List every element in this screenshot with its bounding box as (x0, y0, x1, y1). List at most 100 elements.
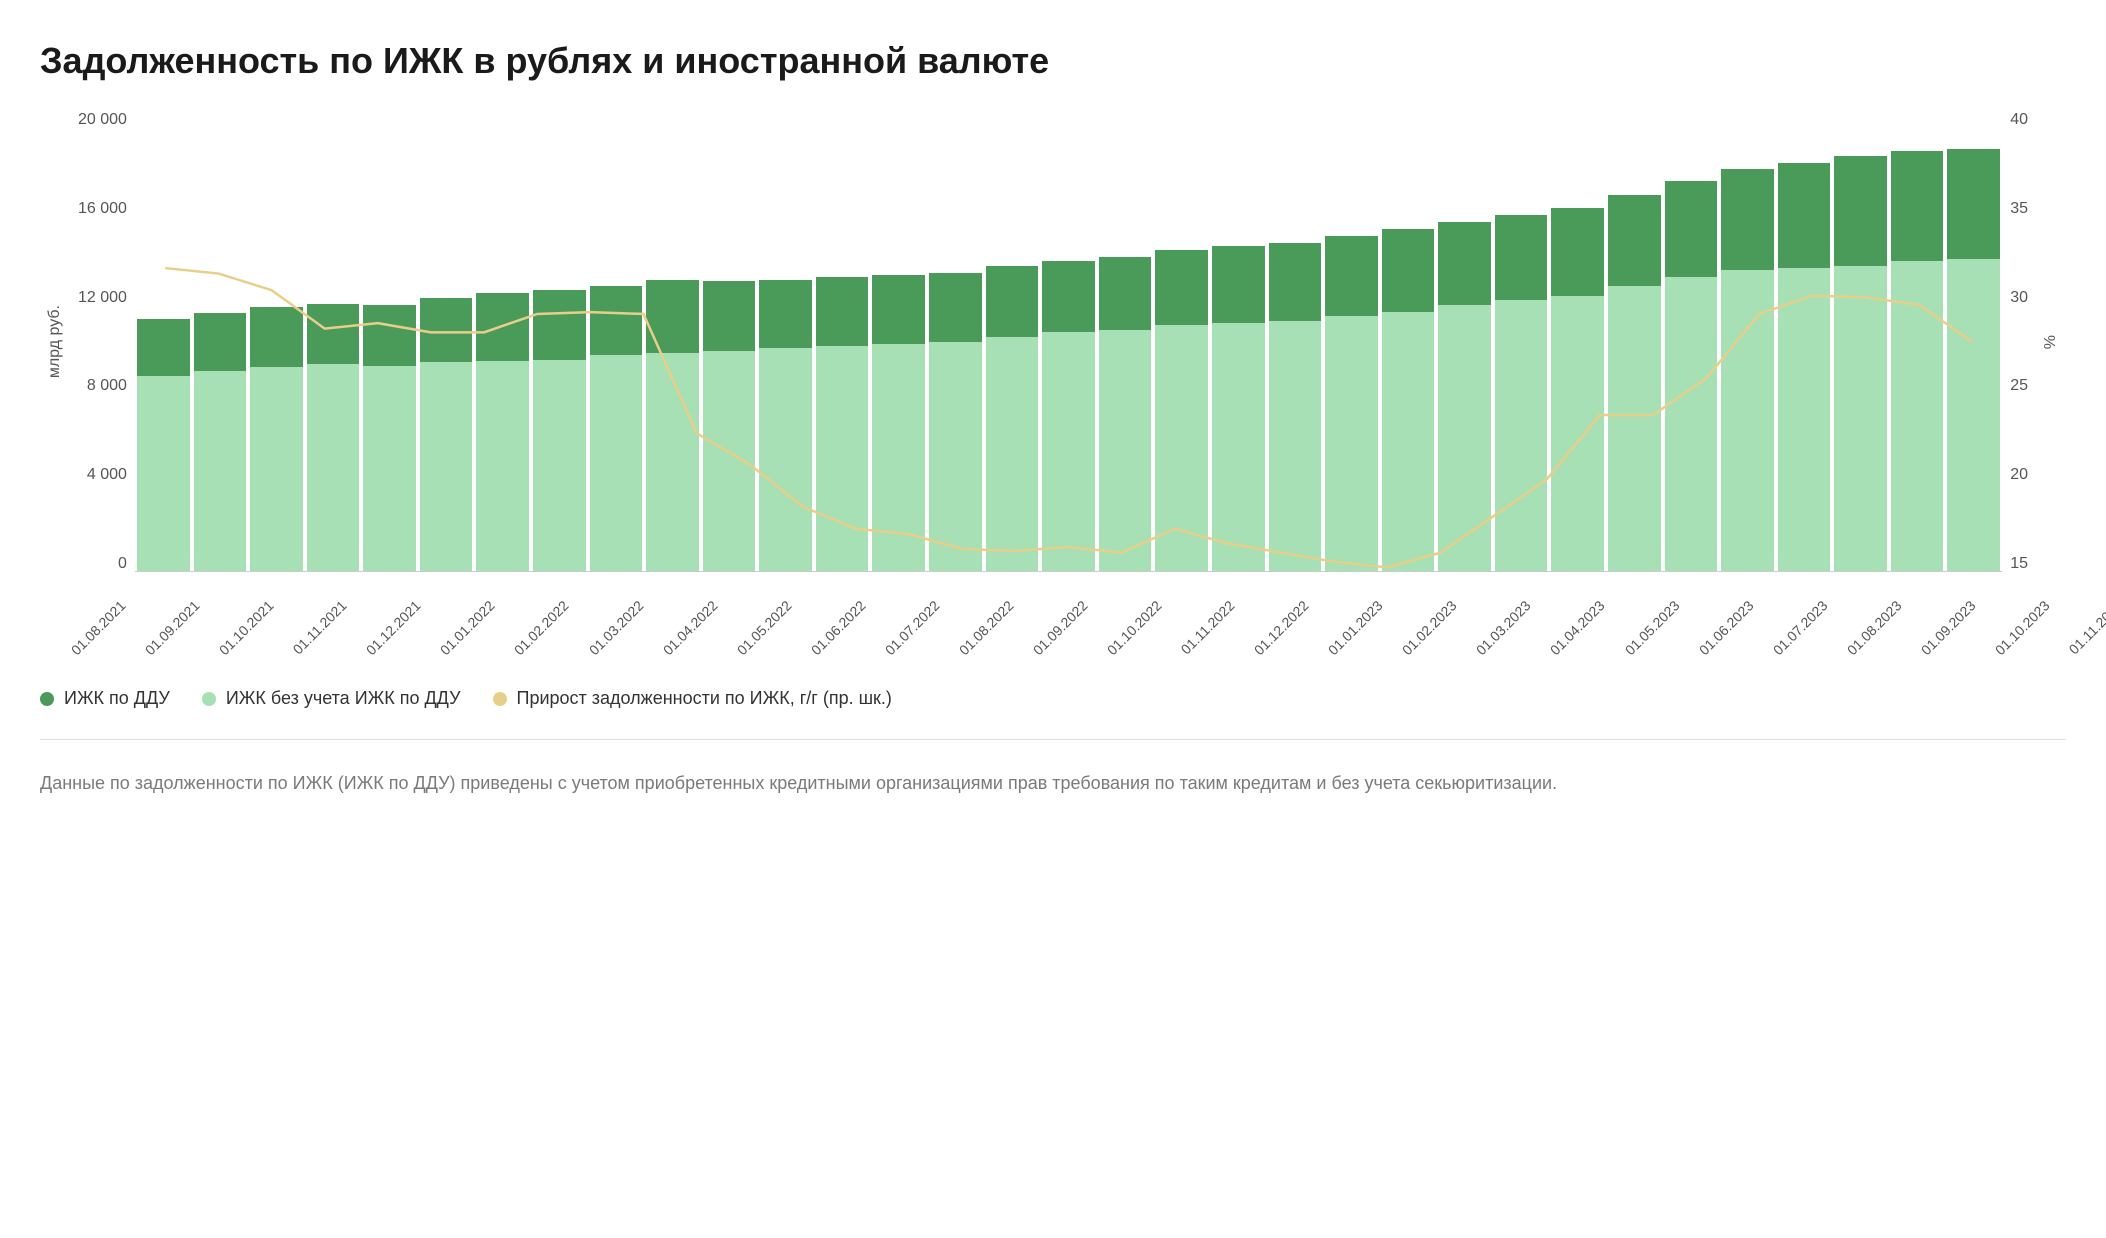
bar-segment-top (1212, 246, 1265, 323)
bar-column (1438, 112, 1491, 571)
bar-segment-top (1382, 229, 1435, 312)
bar-segment-top (363, 305, 416, 366)
bar-segment-bottom (590, 355, 643, 571)
bar-segment-bottom (646, 353, 699, 571)
chart-container: млрд руб. 20 00016 00012 0008 0004 0000 … (40, 112, 2066, 668)
bar-segment-top (1721, 169, 1774, 270)
y-left-tick: 4 000 (87, 467, 127, 483)
bar-segment-top (816, 277, 869, 346)
bar-segment-top (1438, 222, 1491, 305)
bar-column (1269, 112, 1322, 571)
bar-segment-bottom (307, 364, 360, 571)
legend-item: Прирост задолженности по ИЖК, г/г (пр. ш… (493, 688, 892, 709)
bar-column (816, 112, 869, 571)
bar-segment-top (986, 266, 1039, 337)
bar-segment-top (1495, 215, 1548, 300)
bar-segment-bottom (986, 337, 1039, 571)
bar-segment-top (1269, 243, 1322, 321)
bar-segment-bottom (533, 360, 586, 571)
bar-column (929, 112, 982, 571)
bar-column (1382, 112, 1435, 571)
bar-segment-bottom (1325, 316, 1378, 571)
bar-segment-top (929, 273, 982, 342)
y-right-tick: 35 (2010, 201, 2028, 217)
bar-column (703, 112, 756, 571)
y-left-tick: 16 000 (78, 201, 127, 217)
y-left-tick: 20 000 (78, 112, 127, 128)
y-right-axis-label: % (2036, 335, 2066, 349)
bar-segment-bottom (929, 342, 982, 572)
bar-segment-top (646, 280, 699, 353)
bar-column (307, 112, 360, 571)
bar-segment-top (476, 293, 529, 361)
x-axis: 01.08.202101.09.202101.10.202101.11.2021… (40, 578, 2106, 668)
bar-segment-bottom (1834, 266, 1887, 571)
bar-column (1834, 112, 1887, 571)
bar-segment-bottom (137, 376, 190, 571)
bar-segment-top (1608, 195, 1661, 287)
bar-segment-bottom (1382, 312, 1435, 571)
bar-segment-bottom (1721, 270, 1774, 571)
bar-column (1551, 112, 1604, 571)
y-right-tick: 15 (2010, 556, 2028, 572)
y-left-tick: 0 (118, 556, 127, 572)
y-left-tick: 12 000 (78, 290, 127, 306)
bar-segment-top (703, 281, 756, 351)
bar-segment-bottom (1212, 323, 1265, 571)
bar-column (1155, 112, 1208, 571)
bar-segment-top (1325, 236, 1378, 316)
bar-column (476, 112, 529, 571)
bar-column (986, 112, 1039, 571)
bar-column (1778, 112, 1831, 571)
bar-column (1042, 112, 1095, 571)
y-right-tick: 20 (2010, 467, 2028, 483)
y-right-tick: 30 (2010, 290, 2028, 306)
bar-segment-bottom (194, 371, 247, 571)
bar-segment-bottom (872, 344, 925, 571)
bar-segment-bottom (476, 361, 529, 571)
bar-segment-top (1099, 257, 1152, 330)
bar-segment-bottom (250, 367, 303, 571)
bar-column (1325, 112, 1378, 571)
bar-segment-top (1042, 261, 1095, 332)
bar-column (250, 112, 303, 571)
bar-column (194, 112, 247, 571)
bar-column (1099, 112, 1152, 571)
bar-segment-bottom (1042, 332, 1095, 571)
bar-segment-top (759, 280, 812, 349)
bar-column (363, 112, 416, 571)
bar-segment-top (1155, 250, 1208, 326)
bar-segment-bottom (1665, 277, 1718, 571)
bar-column (1947, 112, 2000, 571)
legend-swatch (40, 692, 54, 706)
y-right-tick: 25 (2010, 378, 2028, 394)
footnote: Данные по задолженности по ИЖК (ИЖК по Д… (40, 770, 2066, 797)
bar-segment-top (533, 290, 586, 360)
bar-segment-top (1665, 181, 1718, 277)
y-left-tick: 8 000 (87, 378, 127, 394)
bar-column (1891, 112, 1944, 571)
bar-column (1608, 112, 1661, 571)
bar-segment-bottom (759, 348, 812, 571)
chart-title: Задолженность по ИЖК в рублях и иностран… (40, 40, 2066, 82)
bar-column (759, 112, 812, 571)
bar-segment-top (307, 304, 360, 365)
y-right-tick: 40 (2010, 112, 2028, 128)
bars-container (135, 112, 2002, 571)
bar-segment-top (590, 286, 643, 355)
bar-segment-bottom (1099, 330, 1152, 571)
bar-column (1665, 112, 1718, 571)
y-left-axis: 20 000 16 000 12 000 8 000 4 000 0 (70, 112, 135, 572)
bar-segment-top (194, 313, 247, 372)
bar-segment-bottom (703, 351, 756, 571)
bar-column (420, 112, 473, 571)
bar-column (137, 112, 190, 571)
y-right-axis: 40 35 30 25 20 15 (2002, 112, 2036, 572)
bar-segment-bottom (1438, 305, 1491, 571)
bar-segment-bottom (420, 362, 473, 571)
bar-segment-bottom (363, 366, 416, 571)
bar-segment-bottom (1155, 325, 1208, 571)
bar-segment-top (872, 275, 925, 344)
bar-column (1495, 112, 1548, 571)
y-left-axis-label: млрд руб. (40, 305, 70, 378)
